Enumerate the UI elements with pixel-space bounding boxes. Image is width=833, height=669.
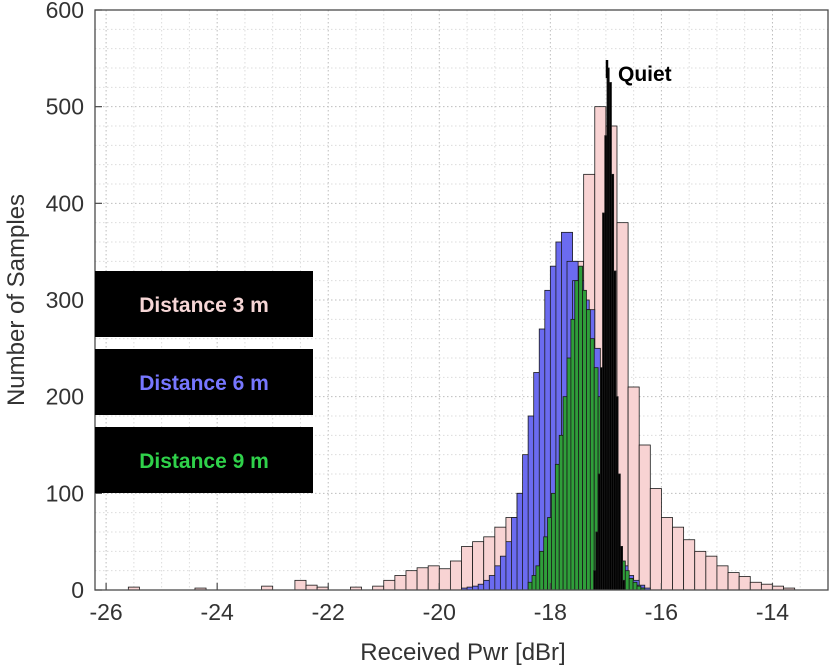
histogram-bar <box>586 309 591 591</box>
legend: Distance 3 m Distance 6 m Distance 9 m <box>95 271 313 493</box>
y-tick-label: 400 <box>46 190 84 216</box>
y-tick-label: 100 <box>46 480 84 506</box>
histogram-bar <box>566 357 572 591</box>
histogram-bar <box>527 581 533 591</box>
y-tick-label: 300 <box>46 287 84 313</box>
histogram-bar <box>672 526 685 591</box>
histogram-bar <box>628 578 634 591</box>
histogram-bar <box>661 517 673 591</box>
legend-entry-distance-3m: Distance 3 m <box>95 271 313 337</box>
legend-entry-distance-9m: Distance 9 m <box>95 427 313 493</box>
x-tick-label: -14 <box>756 599 789 625</box>
histogram-bar <box>539 550 545 591</box>
y-axis-label: Number of Samples <box>3 194 30 406</box>
histogram-bar <box>638 444 651 591</box>
histogram-bar <box>472 541 485 591</box>
histogram-bar <box>738 576 751 591</box>
histogram-bar <box>705 555 718 591</box>
grid-lines <box>95 9 828 591</box>
histogram-bar <box>574 280 580 591</box>
histogram-bar <box>570 318 576 591</box>
histogram-bar <box>547 517 552 591</box>
histogram-bar <box>558 434 564 591</box>
histogram-bar <box>554 463 560 591</box>
y-tick-label: 500 <box>46 94 84 120</box>
histogram-bar <box>383 579 396 591</box>
y-tick-label: 0 <box>71 577 84 603</box>
histogram-bar <box>461 546 474 591</box>
histogram-bar <box>582 289 587 591</box>
histogram-bar <box>649 488 662 591</box>
histogram-bar <box>438 568 451 591</box>
x-tick-label: -24 <box>201 599 234 625</box>
histogram-bar <box>632 581 638 591</box>
histogram-bar <box>627 386 640 591</box>
histogram-bar <box>416 567 429 591</box>
histogram-bar <box>589 338 595 591</box>
histogram-bar <box>624 570 630 591</box>
histogram-bar <box>305 584 318 591</box>
histogram-bar <box>405 570 418 591</box>
histogram-bar <box>535 565 541 591</box>
histogram-bar <box>394 575 407 591</box>
x-tick-label: -26 <box>89 599 122 625</box>
legend-label-distance-3m: Distance 3 m <box>139 294 269 317</box>
histogram-bar <box>449 560 462 591</box>
histogram-bar <box>562 396 568 591</box>
histogram-bar <box>622 579 626 591</box>
x-tick-label: -16 <box>645 599 678 625</box>
y-tick-label: 600 <box>46 0 84 23</box>
histogram-bar <box>294 579 307 591</box>
histogram-bar <box>716 565 729 591</box>
x-tick-label: -20 <box>423 599 456 625</box>
x-axis-label: Received Pwr [dBr] <box>360 639 565 666</box>
quiet-annotation: Quiet <box>618 63 672 86</box>
y-tick-label: 200 <box>46 384 84 410</box>
histogram-bar <box>531 575 537 591</box>
axis-ticks: -26 -24 -22 -20 -18 -16 -14 0 100 200 300 400 500 600 <box>46 0 790 625</box>
histogram-bar <box>543 536 548 591</box>
legend-label-distance-9m: Distance 9 m <box>139 450 269 473</box>
histogram-bar <box>749 581 762 591</box>
histogram-bar <box>694 550 707 591</box>
histogram-bar <box>551 492 556 591</box>
x-tick-label: -18 <box>534 599 567 625</box>
histogram-bar <box>683 539 696 591</box>
x-tick-label: -22 <box>312 599 345 625</box>
histogram-bar <box>727 572 740 591</box>
histogram-bar <box>427 565 440 591</box>
histogram-bar <box>760 583 773 591</box>
legend-entry-distance-6m: Distance 6 m <box>95 349 313 415</box>
histogram-bar <box>578 265 583 591</box>
legend-label-distance-6m: Distance 6 m <box>139 372 269 395</box>
